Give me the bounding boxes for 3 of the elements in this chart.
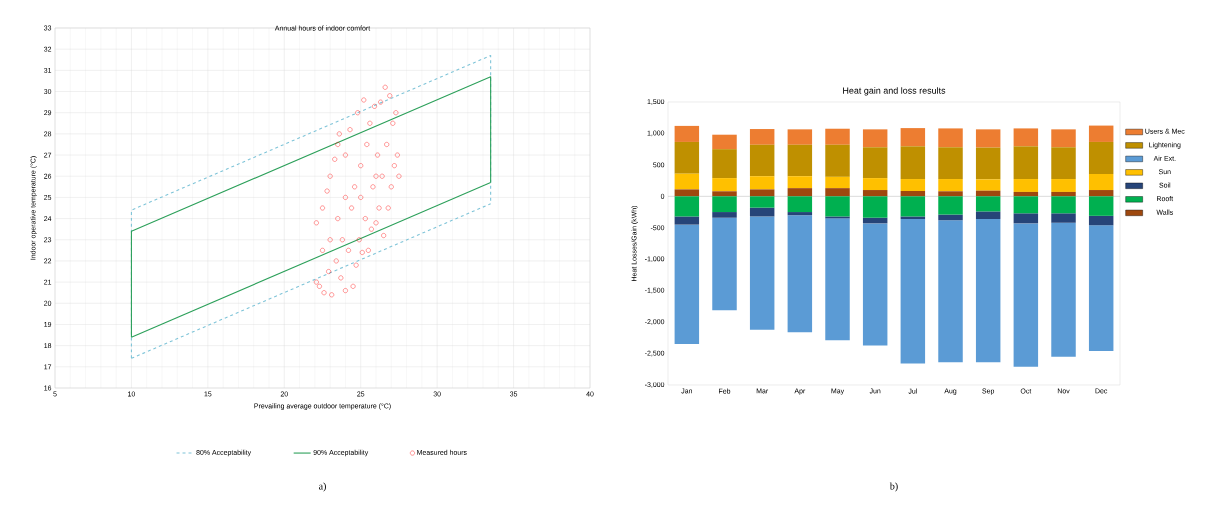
text: b) <box>889 482 898 492</box>
text: a) <box>318 482 326 492</box>
chart-title: Heat gain and loss results <box>843 87 946 96</box>
